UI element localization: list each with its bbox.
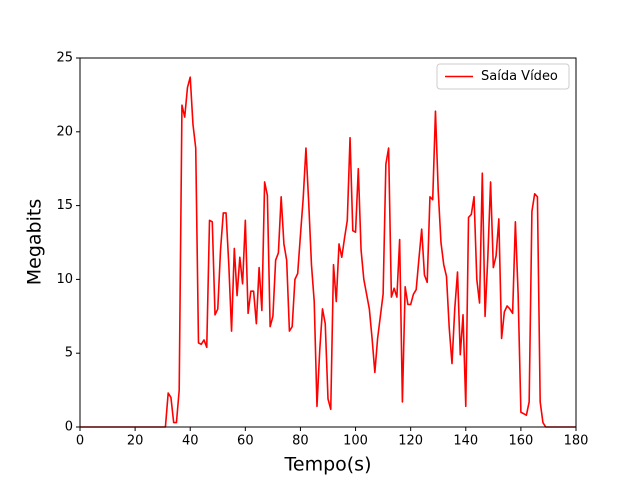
data-line [80, 76, 576, 428]
x-tick-label: 60 [237, 434, 254, 449]
x-tick-label: 0 [76, 434, 84, 449]
y-tick-label: 25 [56, 51, 73, 66]
x-tick-label: 160 [508, 434, 533, 449]
x-tick-label: 140 [453, 434, 478, 449]
y-tick-label: 20 [56, 124, 73, 139]
y-tick-label: 10 [56, 272, 73, 287]
legend-box [436, 63, 570, 90]
y-tick-label: 0 [65, 420, 73, 435]
x-tick-label: 20 [127, 434, 144, 449]
x-tick-label: 100 [343, 434, 368, 449]
x-axis-label: Tempo(s) [284, 454, 372, 476]
plot-frame [79, 57, 577, 428]
x-tick-label: 180 [564, 434, 589, 449]
x-tick-label: 120 [398, 434, 423, 449]
x-tick-label: 80 [292, 434, 309, 449]
y-axis-label: Megabits [24, 199, 46, 285]
y-tick-label: 5 [65, 346, 73, 361]
y-tick-label: 15 [56, 198, 73, 213]
legend-label: Saída Vídeo [481, 69, 558, 84]
x-tick-label: 40 [182, 434, 199, 449]
